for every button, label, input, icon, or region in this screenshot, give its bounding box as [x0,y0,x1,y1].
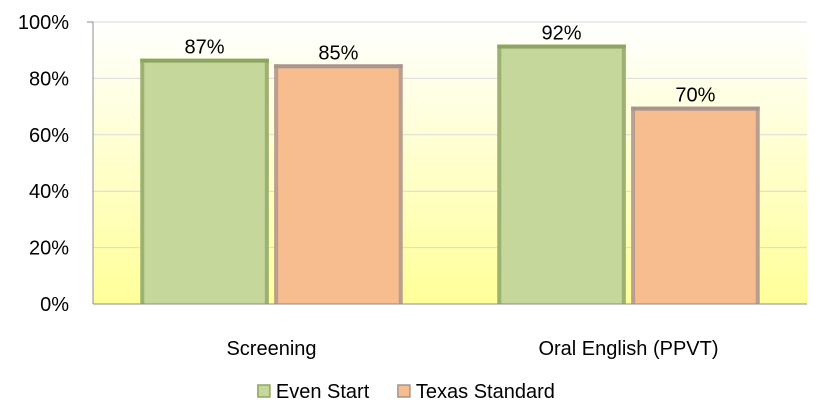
bar-top-edge [274,64,403,69]
y-tick-label: 100% [18,12,69,34]
axes-group [87,21,807,305]
x-tick-labels-group: Screening Oral English (PPVT) [226,338,718,360]
bar-right-edge [621,44,626,305]
bar-even-start [140,58,269,304]
bar-right-edge [398,64,403,304]
bar-top-edge [631,106,760,111]
bar-left-edge [274,64,279,304]
bar-texas-standard [274,64,403,304]
bar-right-edge [755,106,760,304]
bar-left-edge [631,106,636,304]
bar-top-edge [140,58,269,63]
y-tick-label: 0% [40,294,69,316]
bar-top-edge [497,44,626,49]
y-tick-label: 20% [29,238,69,260]
x-tick-label: Oral English (PPVT) [538,338,718,360]
bar-value-label: 92% [542,23,582,45]
bar-right-edge [264,58,269,304]
legend-label: Texas Standard [416,381,555,403]
y-tick-labels-group: 0% 20% 40% 60% 80% 100% [18,12,69,316]
bar-value-label: 87% [185,37,225,59]
y-tick-label: 40% [29,181,69,203]
legend-swatch [257,384,271,398]
bar-left-edge [497,44,502,305]
bar-even-start [497,44,626,305]
y-tick-label: 60% [29,125,69,147]
bar-value-label: 85% [318,42,358,64]
y-tick-label: 80% [29,68,69,90]
legend: Even Start Texas Standard [257,381,555,403]
bar-texas-standard [631,106,760,304]
data-labels-group: 87% 85% 92% 70% [185,23,716,107]
bar-value-label: 70% [675,85,715,107]
legend-label: Even Start [276,381,370,403]
bar-left-edge [140,58,145,304]
bars-group [140,44,760,305]
x-tick-label: Screening [226,338,316,360]
legend-swatch [397,384,411,398]
